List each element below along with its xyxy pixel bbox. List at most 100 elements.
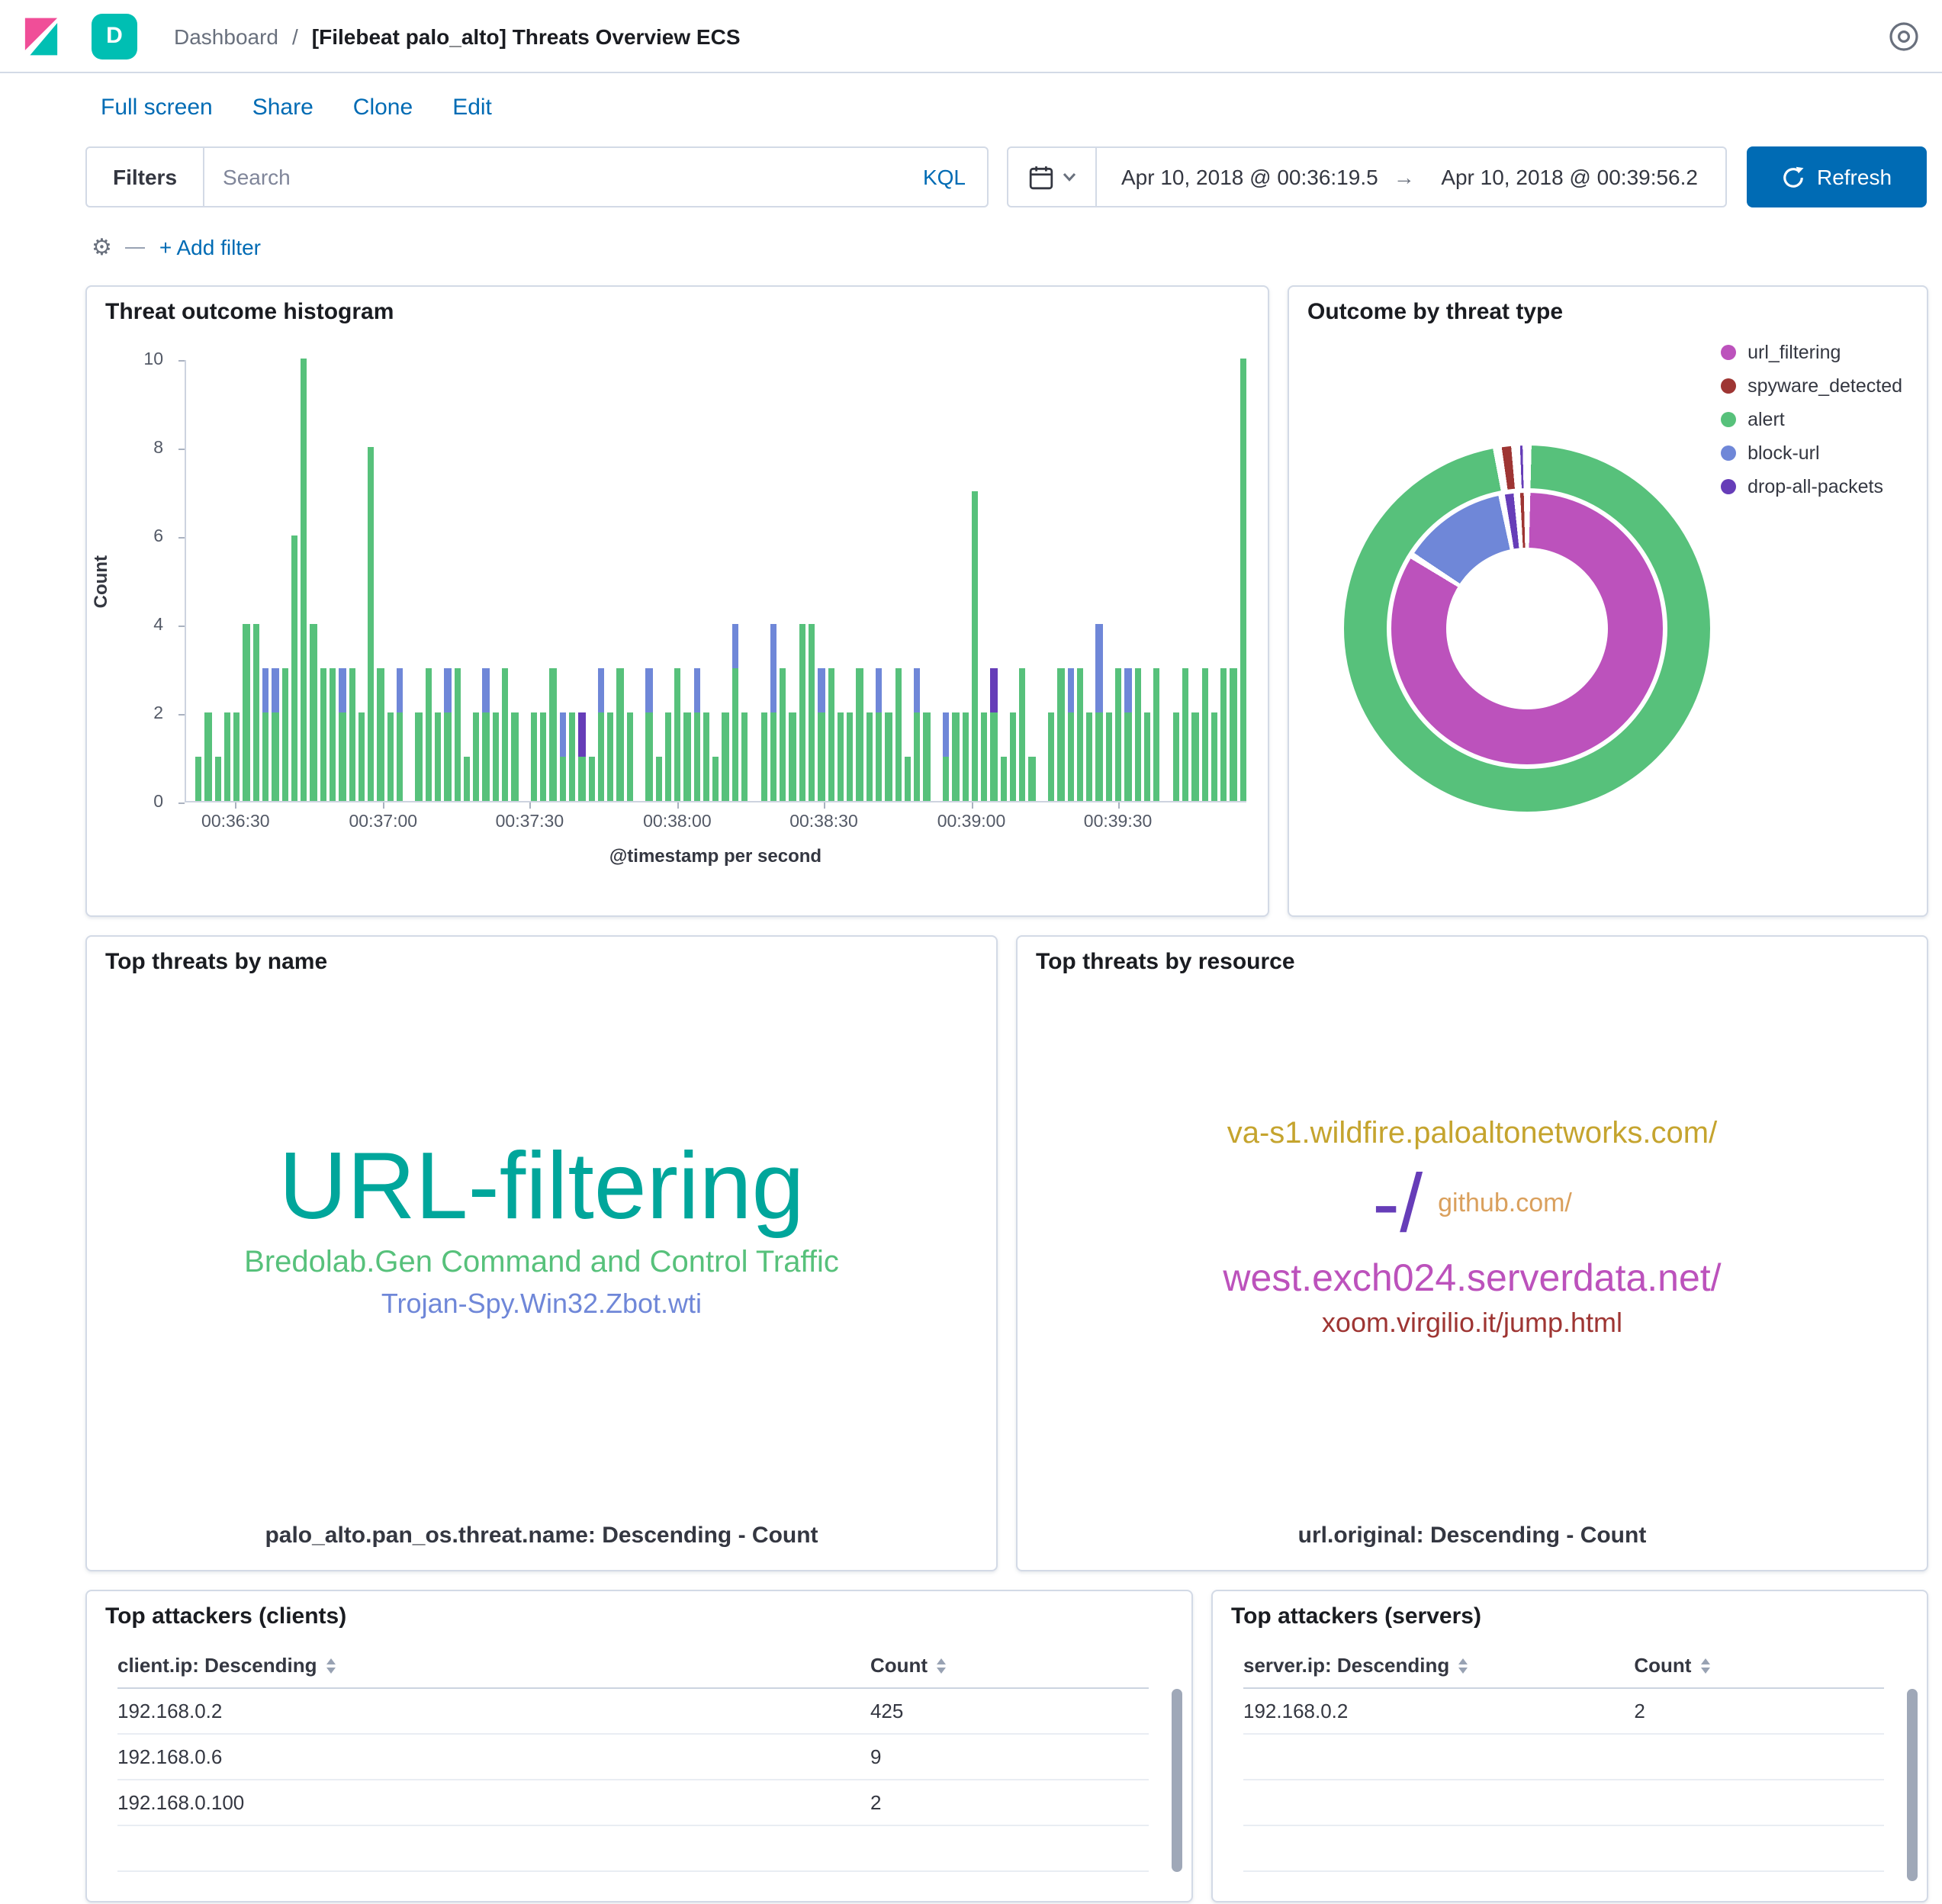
histogram-bar[interactable] [1143,712,1151,801]
date-range-start[interactable]: Apr 10, 2018 @ 00:36:19.5 [1121,165,1378,189]
scrollbar-thumb[interactable] [1907,1689,1918,1881]
histogram-bar[interactable] [971,491,979,801]
histogram-bar[interactable] [683,712,691,801]
histogram-bar[interactable] [866,712,873,801]
histogram-bar[interactable] [1076,668,1084,801]
histogram-bar[interactable] [942,712,950,801]
histogram-bar[interactable] [252,624,259,801]
histogram-bar[interactable] [377,668,384,801]
histogram-bar[interactable] [818,668,825,801]
histogram-bar[interactable] [454,668,461,801]
histogram-bar[interactable] [952,712,959,801]
table-header-cell[interactable]: client.ip: Descending [117,1654,870,1677]
histogram-bar[interactable] [1048,712,1055,801]
edit-link[interactable]: Edit [452,95,492,121]
histogram-bar[interactable] [990,668,998,801]
histogram-bar[interactable] [559,712,566,801]
histogram-bar[interactable] [1086,712,1093,801]
histogram-bar[interactable] [233,712,240,801]
tagcloud-word[interactable]: xoom.virgilio.it/jump.html [1321,1307,1623,1338]
histogram-bar[interactable] [760,712,767,801]
histogram-bar[interactable] [492,712,499,801]
histogram-bar[interactable] [262,668,269,801]
histogram-bar[interactable] [703,712,710,801]
histogram-bar[interactable] [607,712,614,801]
histogram-bar[interactable] [444,668,452,801]
tagcloud-word[interactable]: URL-filtering [278,1134,805,1240]
search-input[interactable] [204,165,902,189]
panel-title[interactable]: Top threats by name [105,949,328,975]
histogram-bar[interactable] [914,668,921,801]
histogram-bar[interactable] [1134,668,1141,801]
histogram-bar[interactable] [837,712,844,801]
histogram-bar[interactable] [578,712,586,801]
histogram-bar[interactable] [828,668,834,801]
histogram-bar[interactable] [722,712,729,801]
histogram-bar[interactable] [789,712,796,801]
space-avatar[interactable]: D [92,13,137,59]
kibana-logo[interactable] [21,16,61,56]
histogram-bar[interactable] [1182,668,1189,801]
histogram-bar[interactable] [387,712,394,801]
histogram-bar[interactable] [981,712,988,801]
add-filter-link[interactable]: + Add filter [159,235,261,259]
legend-item[interactable]: alert [1720,409,1902,430]
histogram-bar[interactable] [502,668,509,801]
table-header-cell[interactable]: Count [870,1654,1149,1677]
legend-item[interactable]: url_filtering [1720,342,1902,363]
full-screen-link[interactable]: Full screen [101,95,213,121]
histogram-bar[interactable] [223,712,231,801]
histogram-bar[interactable] [320,668,326,801]
histogram-bar[interactable] [568,712,576,801]
histogram-bar[interactable] [482,668,490,801]
histogram-bar[interactable] [693,668,700,801]
histogram-bar[interactable] [809,624,815,801]
histogram-bar[interactable] [799,624,805,801]
histogram-bar[interactable] [1124,668,1132,801]
gear-icon[interactable]: ⚙ [92,234,112,260]
histogram-bar[interactable] [875,668,883,801]
histogram-bar[interactable] [904,757,912,801]
histogram-bar[interactable] [895,668,902,801]
tagcloud-word[interactable]: va-s1.wildfire.paloaltonetworks.com/ [1227,1116,1718,1150]
histogram-bar[interactable] [281,668,288,801]
histogram-bar[interactable] [301,359,307,801]
histogram-bar[interactable] [856,668,863,801]
histogram-bar[interactable] [1009,712,1017,801]
histogram-bar[interactable] [1105,712,1112,801]
tagcloud-word[interactable]: -/ [1372,1157,1423,1250]
histogram-bar[interactable] [272,668,279,801]
histogram-bar[interactable] [674,668,681,801]
histogram-bar[interactable] [415,712,423,801]
histogram-bar[interactable] [349,668,355,801]
histogram-bar[interactable] [923,712,931,801]
histogram-bar[interactable] [1220,668,1227,801]
histogram-bar[interactable] [780,668,786,801]
date-range-end[interactable]: Apr 10, 2018 @ 00:39:56.2 [1441,165,1698,189]
histogram-bar[interactable] [1230,668,1237,801]
donut-chart[interactable] [1344,445,1710,812]
histogram-bar[interactable] [1115,668,1122,801]
histogram-bar[interactable] [1211,712,1218,801]
histogram-bar[interactable] [626,712,633,801]
histogram-bar[interactable] [1239,359,1246,801]
panel-title[interactable]: Threat outcome histogram [105,299,394,325]
legend-item[interactable]: spyware_detected [1720,375,1902,397]
histogram-bar[interactable] [1019,668,1026,801]
kql-toggle[interactable]: KQL [922,165,966,189]
panel-title[interactable]: Top attackers (clients) [105,1603,347,1629]
histogram-bar[interactable] [368,447,375,801]
histogram-bar[interactable] [770,624,777,801]
clone-link[interactable]: Clone [352,95,413,121]
histogram-bar[interactable] [1095,624,1103,801]
histogram-bar[interactable] [435,712,442,801]
histogram-bar[interactable] [962,712,969,801]
panel-title[interactable]: Top threats by resource [1036,949,1295,975]
histogram-bar[interactable] [195,757,202,801]
tagcloud-word[interactable]: Trojan-Spy.Win32.Zbot.wti [381,1288,703,1319]
histogram-bar[interactable] [712,757,719,801]
histogram-bar[interactable] [655,757,662,801]
table-header-cell[interactable]: server.ip: Descending [1243,1654,1634,1677]
histogram-bar[interactable] [511,712,519,801]
histogram-bar[interactable] [530,712,538,801]
